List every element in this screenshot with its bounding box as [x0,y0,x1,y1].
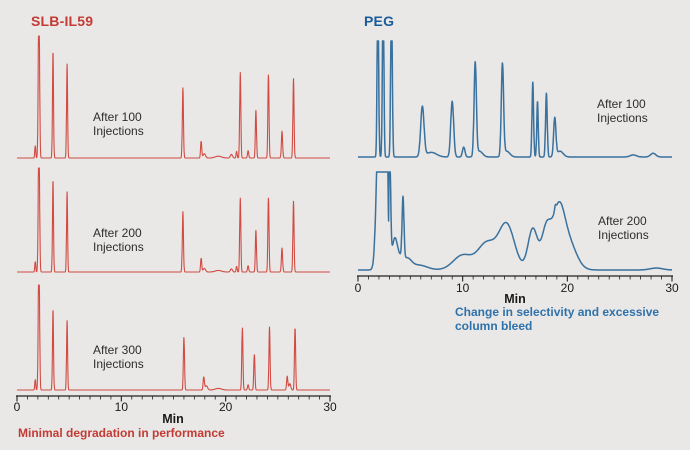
trace-after-200-injections [16,167,331,273]
trace-after-100-injections [357,40,673,158]
trace-label-slb-after-300-injections: After 300 Injections [93,343,144,372]
trace-after-300-injections [16,284,331,391]
x-axis-label-min-peg: Min [504,292,526,306]
trace-label-peg-after-100-injections: After 100 Injections [597,97,648,126]
trace-after-100-injections [16,35,331,159]
trace-after-200-injections [357,171,673,271]
panel-title-peg: PEG [364,13,395,29]
axis-tick-label: 10 [115,400,129,414]
axis-tick-label: 0 [14,400,21,414]
axis-tick-label: 10 [456,281,470,295]
trace-label-peg-after-200-injections: After 200 Injections [598,214,649,243]
trace-label-slb-after-100-injections: After 100 Injections [93,110,144,139]
x-axis-label-min-slb: Min [162,412,184,426]
caption-slb-il59: Minimal degradation in performance [18,426,225,440]
trace-label-slb-after-200-injections: After 200 Injections [93,226,144,255]
caption-peg: Change in selectivity and excessive colu… [455,305,660,333]
axis-tick-label: 20 [219,400,233,414]
panel-title-slb-il59: SLB-IL59 [31,13,94,29]
axis-tick-label: 0 [355,281,362,295]
axis-tick-label: 30 [665,281,679,295]
axis-tick-label: 20 [561,281,575,295]
axis-tick-label: 30 [323,400,337,414]
